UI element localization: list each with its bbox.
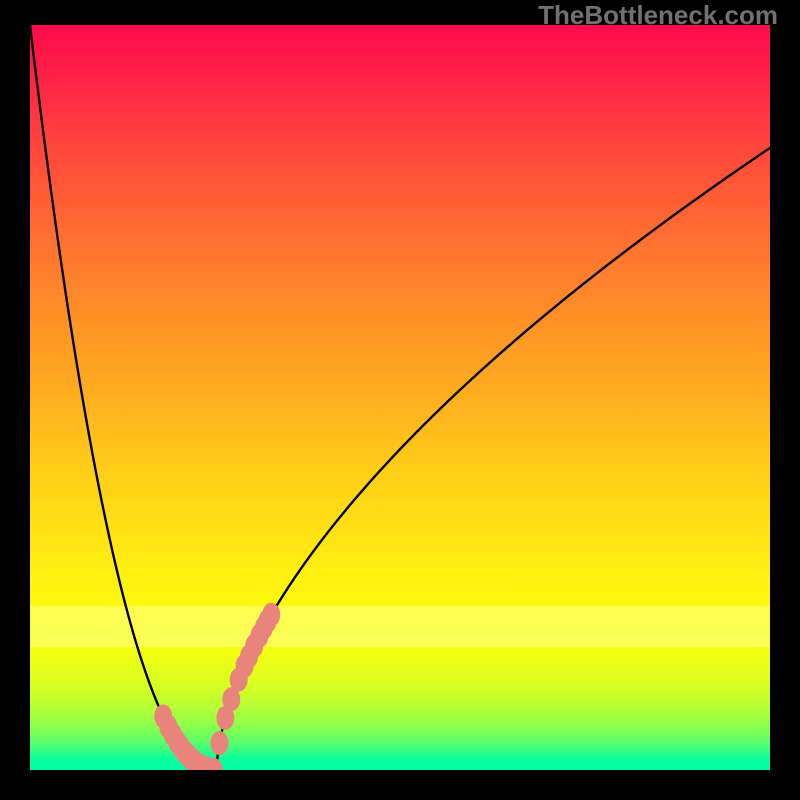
stage: TheBottleneck.com	[0, 0, 800, 800]
watermark-text: TheBottleneck.com	[538, 0, 778, 31]
border-left	[0, 0, 30, 800]
data-marker	[210, 731, 228, 755]
lemon-band	[30, 606, 770, 647]
plot-area	[30, 25, 770, 770]
border-right	[770, 0, 800, 800]
plot-svg	[30, 25, 770, 770]
border-bottom	[0, 770, 800, 800]
data-marker	[262, 603, 280, 627]
